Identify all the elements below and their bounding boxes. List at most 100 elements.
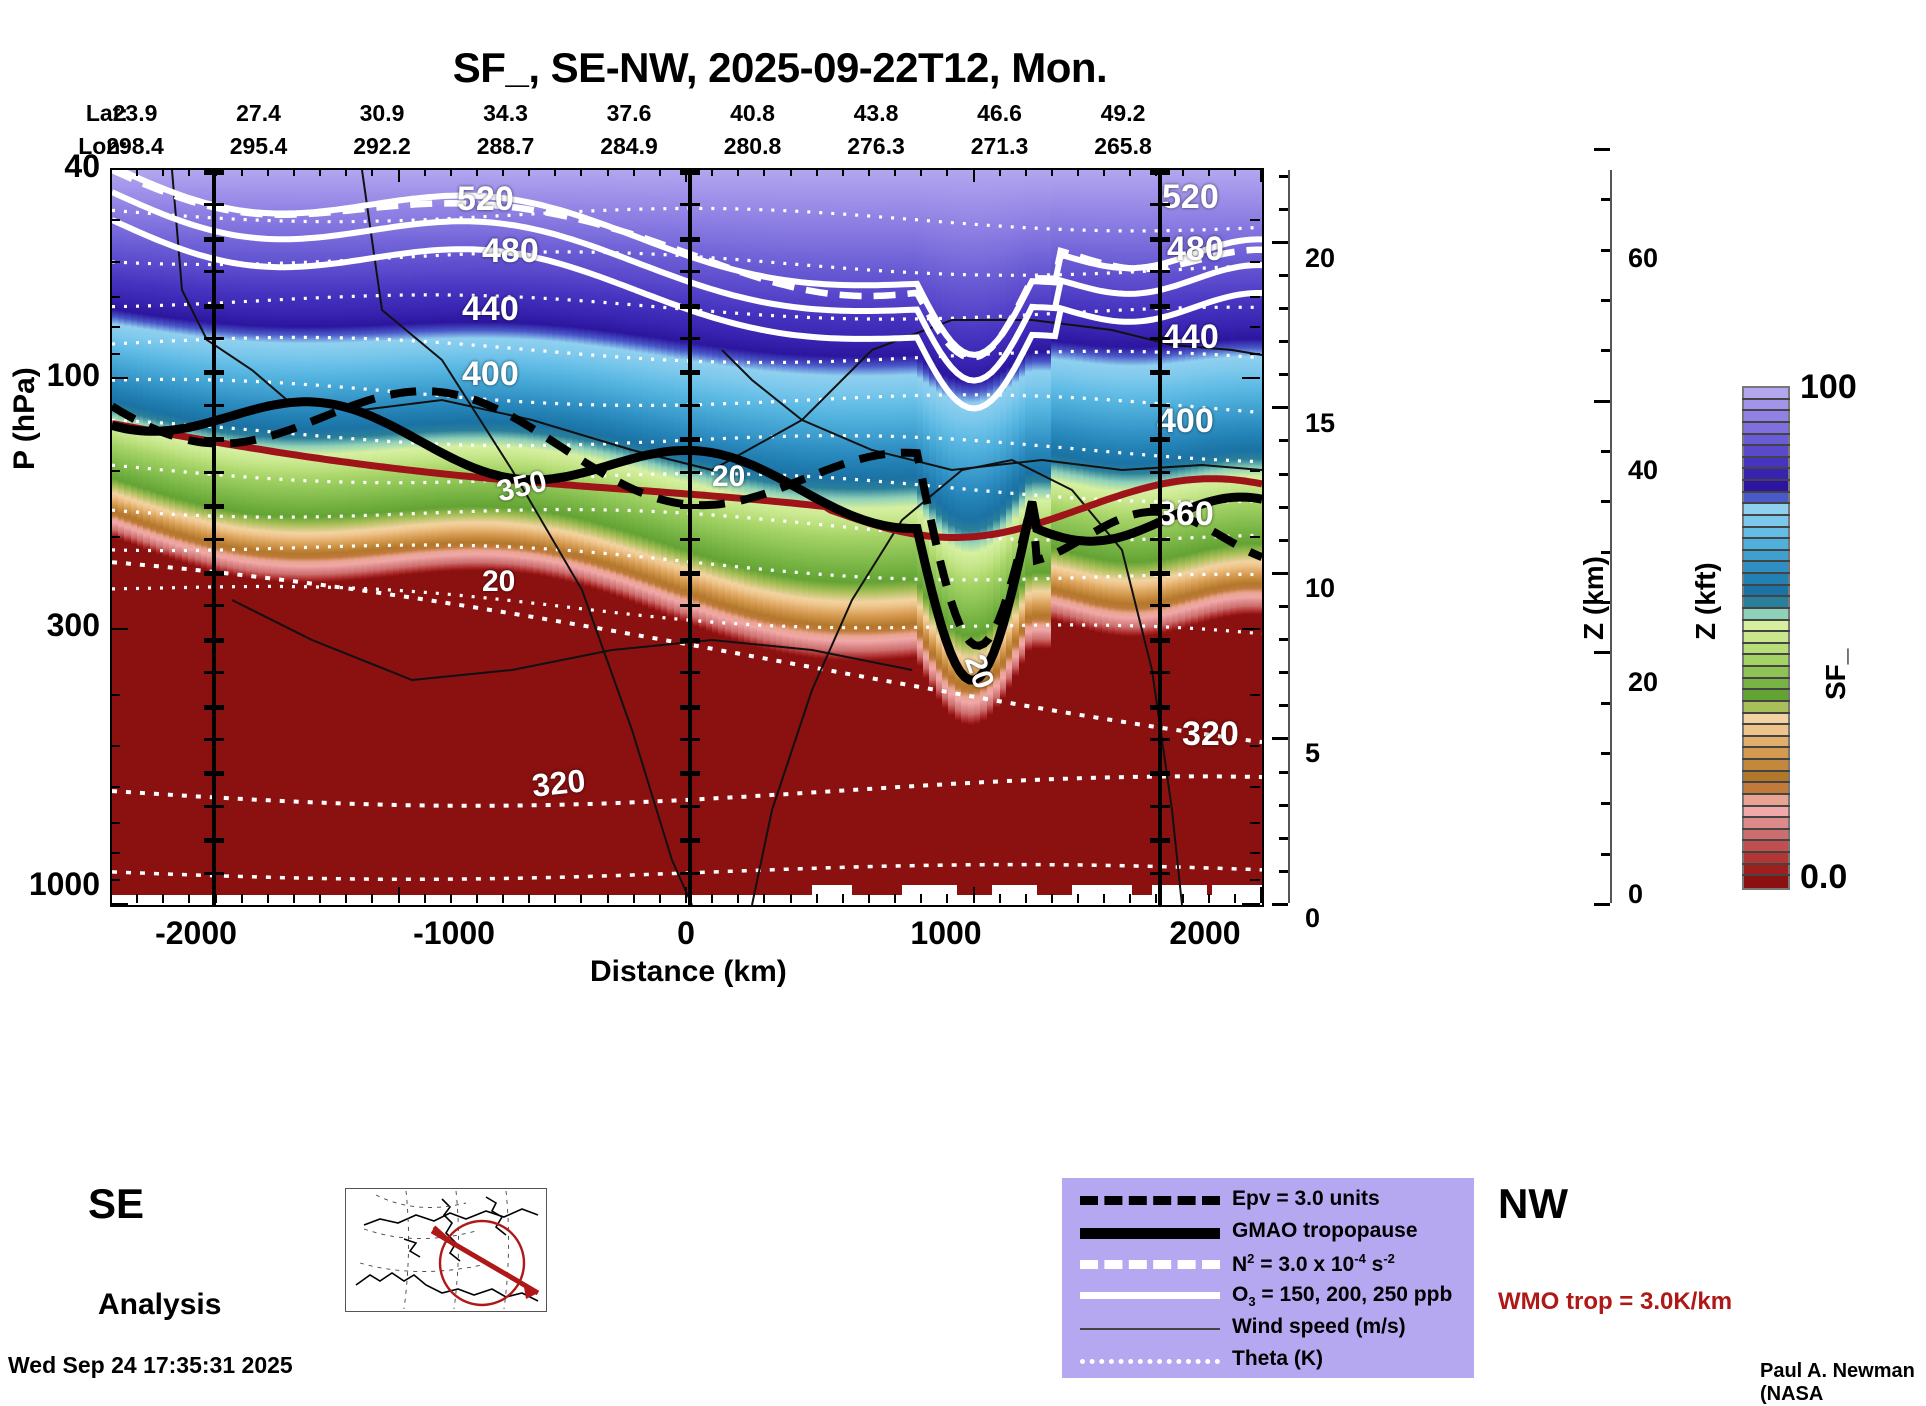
vertical-marker-tick	[680, 270, 700, 274]
colorbar-tick	[1742, 606, 1790, 609]
contour-column	[169, 170, 177, 905]
colorbar-band	[1744, 678, 1788, 691]
contour-column	[1204, 170, 1212, 905]
legend-item-n2[interactable]: N2 = 3.0 x 10-4 s-2	[1062, 1248, 1474, 1281]
colorbar-tick	[1742, 537, 1790, 540]
contour-column	[514, 170, 522, 905]
colorbar[interactable]	[1742, 386, 1790, 890]
vertical-marker-tick	[680, 637, 700, 643]
legend-label-theta: Theta (K)	[1232, 1347, 1323, 1370]
contour-column	[756, 170, 765, 905]
colorbar-tick	[1742, 525, 1790, 528]
contour-column	[315, 170, 324, 905]
contour-column	[303, 170, 312, 905]
contour-column	[852, 170, 861, 905]
lon-value: 271.3	[970, 133, 1029, 159]
vertical-marker-tick	[1150, 905, 1170, 907]
contour-column	[1178, 170, 1187, 905]
vertical-marker-tick	[680, 403, 700, 407]
colorbar-band	[1744, 841, 1788, 853]
ozone-contour	[112, 217, 1262, 412]
contour-column	[731, 170, 740, 905]
z-km-tick	[1279, 869, 1288, 873]
colorbar-tick	[1742, 595, 1790, 598]
legend-item-gmao-tropopause[interactable]: GMAO tropopause	[1062, 1216, 1474, 1249]
overlay-contours	[112, 170, 1262, 905]
vertical-marker-tick	[204, 771, 224, 777]
contour-column	[373, 170, 382, 905]
lat-value: 40.8	[730, 100, 775, 126]
legend-box[interactable]: Epv = 3.0 units GMAO tropopause N2 = 3.0 x…	[1062, 1178, 1474, 1378]
se-label: SE	[88, 1180, 145, 1227]
contour-column	[392, 170, 401, 905]
lon-value: 276.3	[847, 133, 905, 159]
contour-column	[750, 170, 759, 905]
contour-column	[545, 170, 554, 905]
contour-column	[239, 170, 248, 905]
theta-label: 320	[530, 762, 588, 804]
contour-column	[264, 170, 273, 905]
colorbar-band	[1744, 399, 1788, 412]
colorbar-band	[1744, 574, 1788, 586]
y-tick-label: 40	[64, 148, 100, 184]
vertical-marker-tick	[1150, 838, 1170, 844]
legend-item-theta[interactable]: Theta (K)	[1062, 1344, 1474, 1377]
contour-column	[1235, 170, 1244, 905]
legend-item-ozone[interactable]: O3 = 150, 200, 250 ppb	[1062, 1280, 1474, 1313]
colorbar-band	[1744, 457, 1788, 470]
colorbar-band	[1744, 597, 1788, 609]
theta-label-right: 320	[1182, 715, 1239, 753]
legend-item-epv[interactable]: Epv = 3.0 units	[1062, 1184, 1474, 1217]
contour-column	[558, 170, 567, 905]
colorbar-band	[1744, 388, 1788, 400]
colorbar-band	[1744, 620, 1788, 633]
nw-label: NW	[1498, 1180, 1568, 1227]
epv-contour	[112, 387, 1262, 650]
vertical-marker-tick	[204, 270, 224, 274]
lon-value: 288.7	[476, 133, 535, 159]
wind-speed-contour	[231, 599, 913, 682]
legend-swatch-gmao-tropopause	[1080, 1228, 1220, 1239]
colorbar-tick	[1742, 862, 1790, 865]
contour-column	[1133, 170, 1142, 905]
contour-column	[533, 170, 542, 905]
contour-column	[507, 170, 516, 905]
colorbar-tick	[1742, 804, 1790, 807]
legend-item-wind-speed[interactable]: Wind speed (m/s)	[1062, 1312, 1474, 1345]
inset-locator-map[interactable]	[345, 1188, 547, 1312]
vertical-marker-tick	[680, 838, 700, 844]
vertical-marker-tick	[1150, 203, 1170, 207]
vertical-marker-tick	[204, 236, 224, 242]
vertical-marker-tick	[680, 671, 700, 675]
contour-column	[341, 170, 350, 905]
colorbar-band	[1744, 422, 1788, 435]
vertical-marker-tick	[204, 671, 224, 675]
colorbar-tick	[1742, 746, 1790, 749]
contour-column	[354, 170, 363, 905]
cross-section-plot[interactable]: 520 480 440 400 350 320 20 20 20 520 480 440 400 360 3…	[110, 168, 1264, 907]
vertical-marker-tick	[1150, 270, 1170, 274]
contour-column	[1031, 170, 1040, 905]
lon-value: 298.4	[106, 133, 164, 159]
wind-speed-contour	[751, 458, 1183, 905]
contour-column	[827, 170, 835, 905]
legend-swatch-ozone	[1080, 1292, 1220, 1299]
contour-column	[367, 170, 375, 905]
vertical-marker-tick	[680, 737, 700, 741]
z-kft-tick	[1601, 349, 1610, 353]
legend-swatch-wind-speed	[1080, 1328, 1220, 1330]
contour-column	[156, 170, 165, 905]
contour-column	[405, 170, 414, 905]
contour-column	[667, 170, 676, 905]
z-km-tick	[1279, 273, 1288, 277]
theta-contour-320	[112, 560, 1262, 745]
vertical-marker-tick	[204, 905, 224, 907]
vertical-marker-tick	[1150, 704, 1170, 710]
vertical-marker-tick	[680, 370, 700, 376]
contour-column	[616, 170, 625, 905]
colorbar-band	[1744, 864, 1788, 877]
contour-column	[520, 170, 529, 905]
vertical-marker-tick	[680, 203, 700, 207]
contour-column	[443, 170, 452, 905]
colorbar-tick	[1742, 444, 1790, 447]
